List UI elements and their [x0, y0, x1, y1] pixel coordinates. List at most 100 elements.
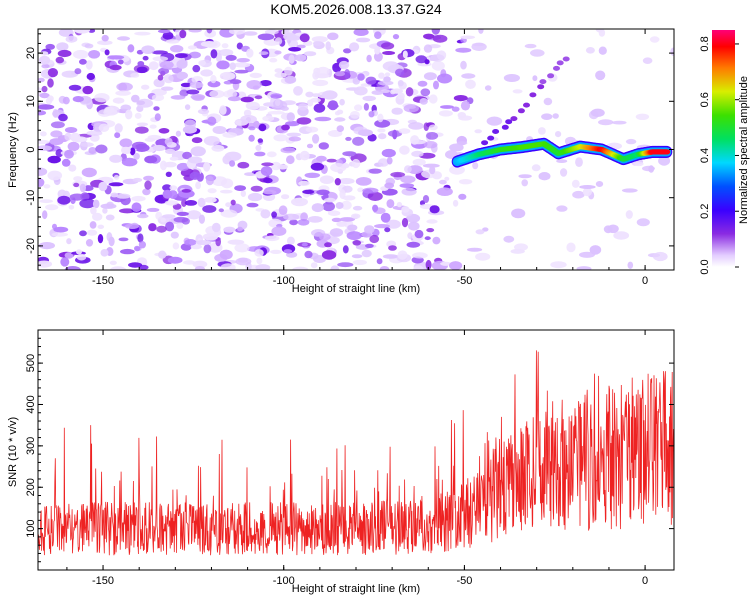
noise-blob — [433, 80, 439, 90]
noise-blob — [426, 132, 439, 140]
x-tick-label: 0 — [642, 575, 648, 587]
noise-blob — [55, 56, 64, 64]
noise-blob — [84, 43, 94, 49]
spectrogram-x-ticks: -150 -100 -50 0 — [66, 29, 648, 287]
noise-blob — [210, 75, 217, 84]
colorbar-label: Normalized spectral amplitude — [738, 76, 750, 224]
noise-blob — [343, 48, 352, 54]
noise-blob — [461, 73, 476, 79]
noise-blob — [233, 62, 251, 68]
noise-blob — [538, 127, 546, 135]
noise-blob — [176, 162, 190, 172]
noise-blob — [221, 178, 234, 189]
noise-blob — [423, 44, 433, 53]
noise-blob — [381, 42, 395, 50]
noise-blob — [162, 189, 173, 199]
noise-blob — [41, 85, 48, 93]
noise-blob — [318, 142, 329, 150]
noise-blob — [286, 132, 302, 137]
noise-blob — [152, 56, 169, 62]
noise-blob — [130, 147, 136, 156]
y-tick-label: 300 — [25, 437, 37, 455]
noise-blob — [362, 187, 379, 194]
noise-blob — [503, 235, 515, 243]
noise-blob — [100, 249, 109, 257]
noise-blob — [310, 97, 321, 103]
noise-blob — [357, 187, 364, 193]
noise-blob — [153, 78, 165, 88]
noise-blob — [334, 178, 341, 186]
noise-blob — [240, 190, 246, 197]
noise-blob — [64, 127, 78, 133]
noise-blob — [131, 94, 140, 103]
noise-blob — [386, 199, 395, 209]
noise-blob — [339, 98, 345, 106]
noise-blob — [428, 94, 438, 104]
noise-blob — [203, 136, 220, 146]
noise-blob — [571, 179, 580, 188]
noise-blob — [541, 113, 553, 120]
noise-blob — [556, 205, 568, 212]
noise-blob — [511, 208, 526, 219]
noise-blob — [263, 189, 277, 195]
noise-blob — [404, 165, 412, 174]
x-tick-label: -100 — [273, 575, 295, 587]
y-tick-label: 100 — [25, 519, 37, 537]
noise-blob — [227, 96, 242, 102]
noise-blob — [82, 85, 94, 95]
noise-blob — [186, 89, 200, 95]
noise-blob — [167, 256, 183, 264]
noise-blob — [113, 174, 120, 180]
noise-blob — [415, 55, 428, 64]
noise-blob — [195, 181, 202, 190]
noise-blob — [286, 236, 295, 245]
noise-blob — [115, 90, 131, 96]
noise-blob — [227, 239, 245, 245]
noise-blob — [417, 80, 428, 87]
noise-blob — [68, 205, 75, 210]
noise-blob — [391, 107, 403, 115]
noise-blob — [358, 129, 373, 137]
noise-blob — [229, 29, 246, 35]
noise-blob — [299, 150, 310, 161]
noise-blob — [229, 160, 236, 167]
noise-blob — [165, 221, 175, 232]
y-tick-label: -20 — [25, 238, 37, 254]
noise-blob — [144, 137, 156, 142]
noise-blob — [423, 141, 438, 149]
noise-blob — [652, 251, 668, 262]
noise-blob — [649, 36, 660, 43]
noise-blob — [101, 34, 109, 42]
noise-blob — [198, 214, 205, 224]
noise-blob — [133, 152, 140, 160]
noise-blob — [334, 71, 345, 77]
noise-blob — [374, 31, 382, 39]
noise-blob — [312, 134, 320, 144]
noise-blob — [356, 37, 371, 43]
noise-blob — [621, 188, 638, 193]
noise-blob — [425, 259, 432, 270]
noise-blob — [625, 138, 637, 145]
noise-blob — [245, 101, 260, 110]
noise-blob — [455, 47, 472, 53]
noise-blob — [367, 133, 377, 142]
noise-blob — [49, 138, 64, 146]
spectrogram-signal-trace — [451, 137, 673, 168]
noise-blob — [250, 185, 263, 192]
noise-blob — [131, 195, 146, 202]
noise-blob — [552, 113, 559, 119]
noise-blob — [400, 175, 416, 184]
noise-blob — [361, 249, 372, 258]
spectrogram-x-label: Height of straight line (km) — [292, 283, 420, 295]
noise-blob — [225, 202, 232, 208]
noise-blob — [351, 254, 363, 259]
noise-blob — [61, 70, 78, 78]
noise-blob — [220, 263, 236, 270]
noise-blob — [430, 54, 445, 62]
noise-blob — [301, 242, 308, 247]
noise-blob — [248, 126, 256, 131]
noise-blob — [184, 200, 198, 206]
snr-background — [38, 330, 674, 570]
noise-blob — [107, 55, 125, 60]
noise-blob — [590, 108, 605, 118]
